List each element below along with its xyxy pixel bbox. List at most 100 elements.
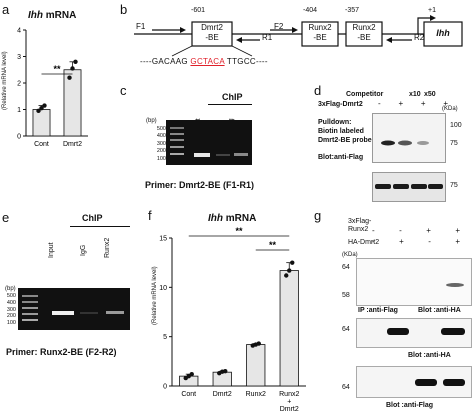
data-point xyxy=(223,369,228,374)
ladder-band-c-2 xyxy=(170,133,184,135)
r2-label: R2 xyxy=(414,33,425,42)
marker-64c-g: 64 xyxy=(342,384,350,391)
zoom-line-right xyxy=(231,45,253,57)
ha-band-g-2 xyxy=(387,328,409,335)
data-point xyxy=(189,371,194,377)
marker-58-g: 58 xyxy=(342,292,350,299)
pos-357: -357 xyxy=(345,7,360,14)
dmrt2-be-box xyxy=(191,21,233,47)
tss-arrow xyxy=(417,17,432,34)
zoom-line-left xyxy=(171,45,193,57)
promoter-diagram xyxy=(134,15,463,57)
bp-marker-e-200: 200 xyxy=(6,313,16,320)
blot-anti-flag-g-label: Blot :anti-Flag xyxy=(386,402,434,409)
y-tick-label: 0 xyxy=(163,384,167,391)
category-label: Cont xyxy=(181,391,196,398)
panel-label-e: e xyxy=(2,210,10,225)
runx2-row-label: 3xFlag- Runx2 xyxy=(348,218,371,234)
f1-arrowhead xyxy=(180,27,186,33)
ip-band-g-4 xyxy=(446,283,464,287)
sign-g2-2: + xyxy=(399,237,404,246)
ladder-band-e-5 xyxy=(22,319,38,321)
flag-band-g-4 xyxy=(443,379,465,386)
ihh-gene-label: Ihh xyxy=(436,28,450,38)
f2-arrowhead xyxy=(292,27,298,33)
chart-a: 0 1 2 3 4 Cont Dmrt2 ** xyxy=(17,28,88,148)
ladder-band-c-1 xyxy=(170,127,184,129)
bar xyxy=(32,109,51,137)
bp-marker-c-100: 100 xyxy=(156,155,166,162)
y-tick-label: 0 xyxy=(17,134,21,141)
category-label: Cont xyxy=(34,141,49,148)
runx2-be-label-2: Runx2 -BE xyxy=(346,23,382,43)
data-point xyxy=(36,108,41,114)
panel-label-a: a xyxy=(2,2,10,17)
ladder-band-e-2 xyxy=(22,301,38,303)
r1-label: R1 xyxy=(262,33,273,42)
runx2-row-label-l1: 3xFlag- xyxy=(348,218,372,225)
marker-75b-d: 75 xyxy=(450,182,458,189)
sign-d-2: + xyxy=(398,99,404,108)
flag-band-g-3 xyxy=(415,379,437,386)
blot-anti-ha-1-label: Blot :anti-HA xyxy=(418,307,461,314)
r2-arrowhead xyxy=(386,37,392,43)
r1-arrowhead xyxy=(236,37,242,43)
y-tick-label: 3 xyxy=(17,54,21,61)
bp-marker-e-100: 100 xyxy=(6,320,16,327)
flag-signs-d: - + + + xyxy=(378,99,448,108)
pulldown-band-4 xyxy=(417,141,429,145)
pulldown-l1: Pulldown: xyxy=(318,119,352,126)
panel-label-g: g xyxy=(314,208,322,223)
seq-suffix: TTGCC---- xyxy=(224,57,268,66)
f2-label: F2 xyxy=(274,22,284,31)
competitor-x50: x50 xyxy=(424,91,436,98)
input-band-d-1 xyxy=(375,184,391,189)
sign-g1-3: + xyxy=(426,226,431,235)
data-point xyxy=(42,103,47,108)
bp-marker-c-300: 300 xyxy=(156,140,166,147)
bar xyxy=(246,344,266,387)
ha-blot-bands xyxy=(387,328,465,335)
dmrt2-row-label: HA-Dmrt2 xyxy=(348,239,380,246)
runx2-band-e xyxy=(106,311,124,314)
chart-f-title-gene: Ihh xyxy=(208,213,223,224)
chip-header-c: ChIP xyxy=(222,92,243,102)
runx2-be-label-2-l1: Runx2 xyxy=(352,23,376,32)
category-label: + xyxy=(287,399,291,406)
ha-blot-g xyxy=(356,318,472,348)
category-label: Dmrt2 xyxy=(63,141,82,148)
dmrt2-be-label: Dmrt2 -BE xyxy=(192,23,232,43)
input-blot-d xyxy=(372,172,446,202)
sign-g2-1: - xyxy=(372,237,375,246)
ladder-band-e-4 xyxy=(22,313,38,315)
seq-highlight-2: TACA xyxy=(203,57,225,66)
bar xyxy=(63,69,82,137)
runx2-be-label-1: Runx2 -BE xyxy=(302,23,338,43)
pos-plus1: +1 xyxy=(428,7,436,14)
flag-blot-g xyxy=(356,366,472,398)
bp-marker-e-500: 500 xyxy=(6,293,16,299)
flag-dmrt2-label: 3xFlag-Dmrt2 xyxy=(318,101,363,108)
input-band-c xyxy=(194,153,210,157)
significance-label: ** xyxy=(53,64,61,74)
bp-markers-c: 500 400 300 200 100 xyxy=(150,126,166,163)
sign-d-4: + xyxy=(443,99,448,108)
ip-anti-flag-label: IP :anti-Flag xyxy=(358,307,398,314)
marker-75a-d: 75 xyxy=(450,140,458,147)
data-point xyxy=(70,66,75,71)
lane-runx2-e: Runx2 xyxy=(104,237,111,258)
blot-anti-ha-2-label: Blot :anti-HA xyxy=(408,352,451,359)
ladder-band-e-3 xyxy=(22,307,38,309)
input-band-d-3 xyxy=(411,184,427,189)
runx2-be-label-2-l2: -BE xyxy=(357,33,371,42)
runx2-row-label-l2: Runx2 xyxy=(348,226,369,233)
kda-label-g: (KDa) xyxy=(342,252,358,258)
competitor-label: Competitor xyxy=(346,91,384,98)
competitor-x10: x10 xyxy=(409,91,421,98)
ladder-band-c-5 xyxy=(170,153,184,155)
pulldown-l3: Dmrt2-BE probe xyxy=(318,137,372,144)
data-point xyxy=(287,268,292,273)
runx2-be-label-1-l2: -BE xyxy=(313,33,327,42)
sign-g1-4: + xyxy=(455,226,460,235)
pulldown-band-2 xyxy=(381,140,395,146)
